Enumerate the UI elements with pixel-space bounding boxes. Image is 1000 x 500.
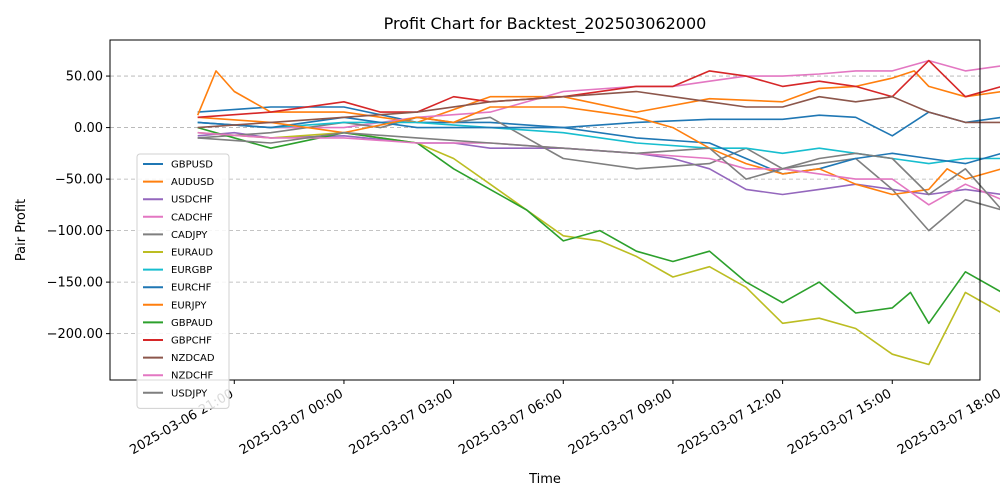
x-tick-label: 2025-03-07 00:00 [237,386,346,458]
legend-label: NZDCHF [171,371,214,382]
x-axis-title: Time [528,472,561,487]
legend-label: AUDUSD [171,177,215,188]
legend-label: EURGBP [171,265,212,276]
legend-label: EURCHF [171,283,212,294]
y-tick-label: −150.00 [47,276,103,291]
x-axis-ticks: 2025-03-06 21:00 2025-03-07 00:00 2025-03-… [127,380,1000,458]
y-axis-ticks: 50.00 0.00 −50.00 −100.00 −150.00 −200.00 [47,70,110,342]
legend-label: GBPAUD [171,318,213,329]
x-tick-label: 2025-03-07 12:00 [676,386,785,458]
series-line-usdchf [197,131,1000,196]
legend-label: NZDCAD [171,353,215,364]
series-line-gbpusd [197,106,1000,137]
y-tick-label: −100.00 [47,224,103,239]
legend-label: USDCHF [171,195,213,206]
x-tick-label: 2025-03-07 06:00 [456,386,565,458]
legend: GBPUSD AUDUSD USDCHF CADCHF CADJPY EURAUD EURG… [136,153,230,409]
series-line-nzdchf [197,131,1000,206]
series-line-cadchf [197,59,1000,129]
y-axis-title: Pair Profit [14,199,29,261]
series-line-euraud [197,131,1000,366]
legend-label: GBPCHF [171,336,212,347]
x-tick-label: 2025-03-07 15:00 [785,386,894,458]
series-line-eurchf [197,116,1000,175]
legend-label: CADJPY [171,230,208,241]
series-line-gbpchf [197,59,1000,119]
chart-title: Profit Chart for Backtest_202503062000 [384,14,707,34]
series-line-usdjpy [197,131,1000,210]
series-lines [196,59,1000,366]
legend-label: CADCHF [171,212,213,223]
x-tick-label: 2025-03-07 09:00 [566,386,675,458]
series-line-audusd [196,70,1000,124]
legend-label: GBPUSD [171,160,213,171]
legend-label: EURAUD [171,248,213,259]
legend-label: USDJPY [171,388,208,399]
y-tick-label: 0.00 [74,121,103,136]
y-tick-label: −50.00 [55,173,103,188]
series-line-eurgbp [197,121,1000,165]
y-tick-label: −200.00 [47,327,103,342]
x-tick-label: 2025-03-07 03:00 [347,386,456,458]
y-tick-label: 50.00 [66,70,103,85]
x-tick-label: 2025-03-07 18:00 [895,386,1000,458]
legend-label: EURJPY [171,300,207,311]
plot-area-frame [109,39,981,381]
series-line-eurjpy [197,106,1000,196]
series-line-nzdcad [197,90,1000,129]
